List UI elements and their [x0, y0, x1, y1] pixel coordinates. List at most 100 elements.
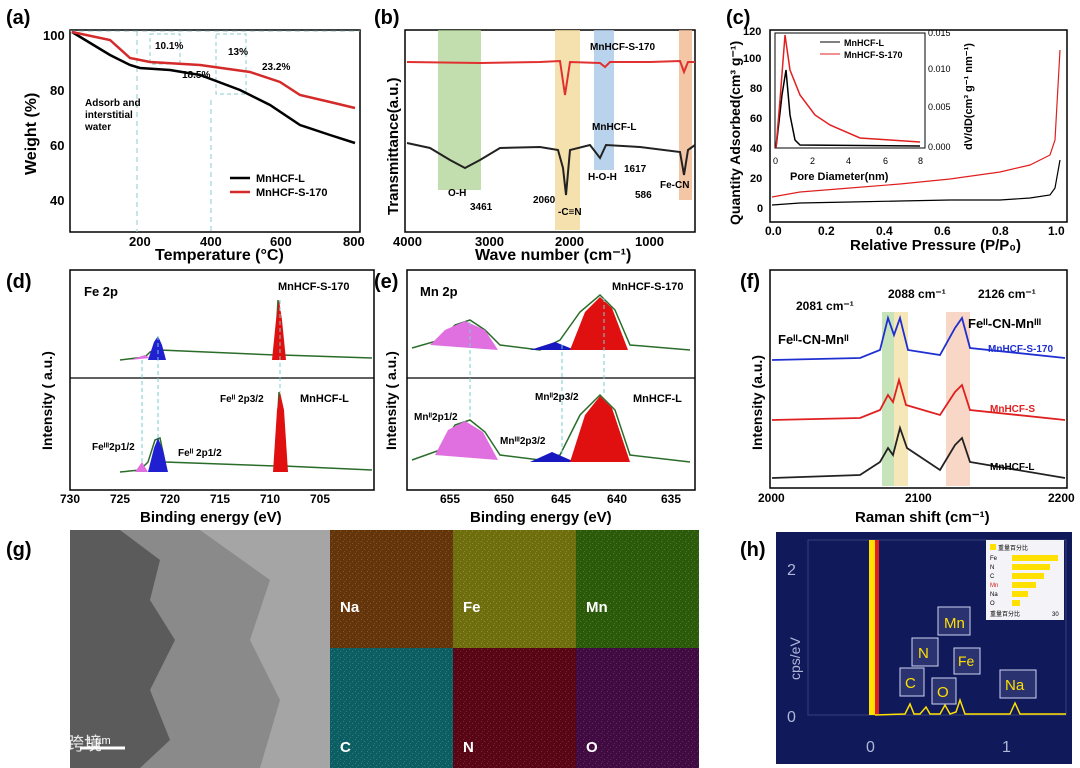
tick-label: 6	[883, 156, 888, 166]
inset-legend-swatch	[990, 544, 996, 550]
tick-label: 200	[129, 234, 151, 249]
tick-label: 0	[787, 709, 796, 726]
peak-label: 2060	[533, 195, 556, 206]
tick-label: 720	[160, 492, 180, 506]
panel-e-label: (e)	[374, 271, 398, 293]
series-mnhcf-s	[771, 376, 1066, 421]
tick-label: 0.0	[765, 224, 782, 238]
tick-label: 2200	[1048, 491, 1075, 505]
tick-label: 120	[743, 26, 761, 38]
element-tag	[911, 637, 939, 667]
tick-label: 0	[773, 156, 778, 166]
tick-label: 0.000	[928, 142, 951, 152]
ann-box	[149, 33, 181, 65]
panel-f: (f) 2081 cm⁻¹ 2088 cm⁻¹ 2126 cm⁻¹ Feᴵᴵ-C…	[740, 269, 1075, 526]
peak-label: Feᴵᴵᴵ2p1/2	[92, 442, 135, 453]
tick-label: 705	[310, 492, 330, 506]
series-label: MnHCF-L	[990, 462, 1034, 473]
series-mnhcf-l	[771, 159, 1061, 206]
inset-row-label: C	[990, 574, 995, 580]
panel-d-frame	[69, 269, 375, 491]
axis-label: cps/eV	[787, 637, 803, 680]
peak-fe2-1/2	[148, 336, 166, 360]
panel-d-label: (d)	[6, 271, 32, 293]
peak-mn3	[530, 452, 575, 462]
series-mnhcf-s-170	[771, 314, 1066, 361]
panel-f-frame	[769, 269, 1068, 489]
tick-label: 4	[846, 156, 851, 166]
tick-label: 400	[200, 234, 222, 249]
inset-axis-label: dV/dD(cm³ g⁻¹ nm⁻¹)	[963, 43, 975, 150]
peak-label: Feᴵᴵ 2p1/2	[178, 448, 222, 459]
tick-label: 725	[110, 492, 130, 506]
inset-bar	[1012, 582, 1036, 588]
tick-label: 0.005	[928, 102, 951, 112]
panel-title: Mn 2p	[420, 284, 458, 299]
tick-label: 2000	[758, 491, 785, 505]
panel-f-label: (f)	[740, 271, 760, 293]
tick-label: 2	[810, 156, 815, 166]
tick-label: 0.6	[934, 224, 951, 238]
peak-label: 1617	[624, 164, 647, 175]
tick-label: 0	[757, 203, 763, 215]
tick-label: 3000	[475, 234, 504, 249]
axis-label: Quantity Adsorbed(cm³ g⁻¹)	[727, 41, 743, 225]
panel-b-frame	[404, 29, 696, 233]
band-cn	[555, 30, 580, 230]
tick-label: 80	[750, 83, 762, 95]
peak-mn2-3/2	[570, 396, 630, 462]
peak-mn2-1/2	[435, 421, 498, 460]
ann-box	[215, 33, 247, 95]
assignment-label: Feᴵᴵ-CN-Mnᴵᴵᴵ	[968, 316, 1041, 331]
ann-text: water	[84, 122, 111, 133]
inset-bar	[1012, 555, 1058, 561]
watermark: 大数跨境	[30, 734, 102, 754]
assignment-label: Feᴵᴵ-CN-Mnᴵᴵ	[778, 332, 849, 347]
inset-series-s	[775, 34, 921, 149]
axis-label: Binding energy (eV)	[140, 509, 282, 526]
inset-axis-label: 重量百分比	[990, 610, 1020, 618]
map-label: O	[586, 739, 598, 756]
peak-mn3	[530, 342, 575, 350]
tick-label: 2000	[555, 234, 584, 249]
peak-label: Feᴵᴵ 2p3/2	[220, 394, 264, 405]
axis-label: Temperature (°C)	[155, 247, 284, 264]
peak-label: Mnᴵᴵ2p3/2	[535, 392, 579, 403]
map-label: Fe	[463, 599, 481, 616]
axis-label: Raman shift (cm⁻¹)	[855, 509, 990, 526]
peak-label: 3461	[470, 202, 493, 213]
ann-text: interstitial	[85, 110, 133, 121]
element-label: N	[918, 645, 929, 662]
series-label: MnHCF-L	[633, 393, 682, 405]
series-label: MnHCF-L	[592, 122, 636, 133]
band-2081	[882, 312, 894, 486]
tick-label: 730	[60, 492, 80, 506]
legend-entry: MnHCF-S-170	[844, 50, 903, 60]
panel-b-label: (b)	[374, 7, 400, 29]
panel-d: (d) Fe 2p MnHCF-S-170 MnHCF-L Feᴵᴵ 2p3/2…	[6, 269, 375, 526]
axis-label: Intensity ( a.u.)	[39, 351, 55, 450]
tick-label: 100	[43, 28, 65, 43]
tick-label: 800	[343, 234, 365, 249]
tick-label: 655	[440, 492, 460, 506]
tick-label: 8	[918, 156, 923, 166]
peak-fe3	[135, 462, 148, 472]
peak-label: Mnᴵᴵᴵ2p3/2	[500, 436, 546, 447]
ann-text: 13%	[228, 47, 248, 58]
element-tag	[899, 667, 925, 697]
tick-label: 0.2	[818, 224, 835, 238]
eds-spectrum	[874, 697, 1066, 716]
tick-label: 100	[743, 53, 761, 65]
axis-label: Relative Pressure (P/P₀)	[850, 237, 1021, 254]
tick-label: 600	[270, 234, 292, 249]
panel-c: (c) MnHCF-L MnHCF-S-170 Pore Diameter(nm…	[726, 7, 1068, 254]
tick-label: 2	[787, 562, 796, 579]
map-texture	[330, 530, 699, 768]
tick-label: 0.010	[928, 64, 951, 74]
map-label: Mn	[586, 599, 608, 616]
inset-bar	[1012, 573, 1044, 579]
legend-entry: MnHCF-S-170	[256, 187, 328, 199]
inset-series-l	[775, 69, 921, 149]
legend-entry: MnHCF-L	[256, 173, 305, 185]
tick-label: 80	[50, 83, 64, 98]
